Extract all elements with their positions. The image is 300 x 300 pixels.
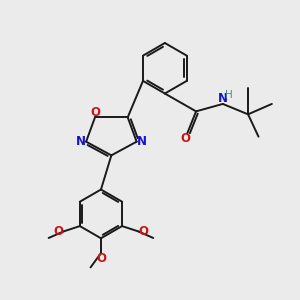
Text: N: N — [137, 135, 147, 148]
Text: O: O — [181, 132, 191, 145]
Text: O: O — [90, 106, 100, 119]
Text: O: O — [139, 225, 149, 238]
Text: N: N — [76, 135, 86, 148]
Text: O: O — [53, 225, 63, 238]
Text: N: N — [218, 92, 228, 105]
Text: O: O — [96, 252, 106, 265]
Text: H: H — [226, 90, 233, 100]
